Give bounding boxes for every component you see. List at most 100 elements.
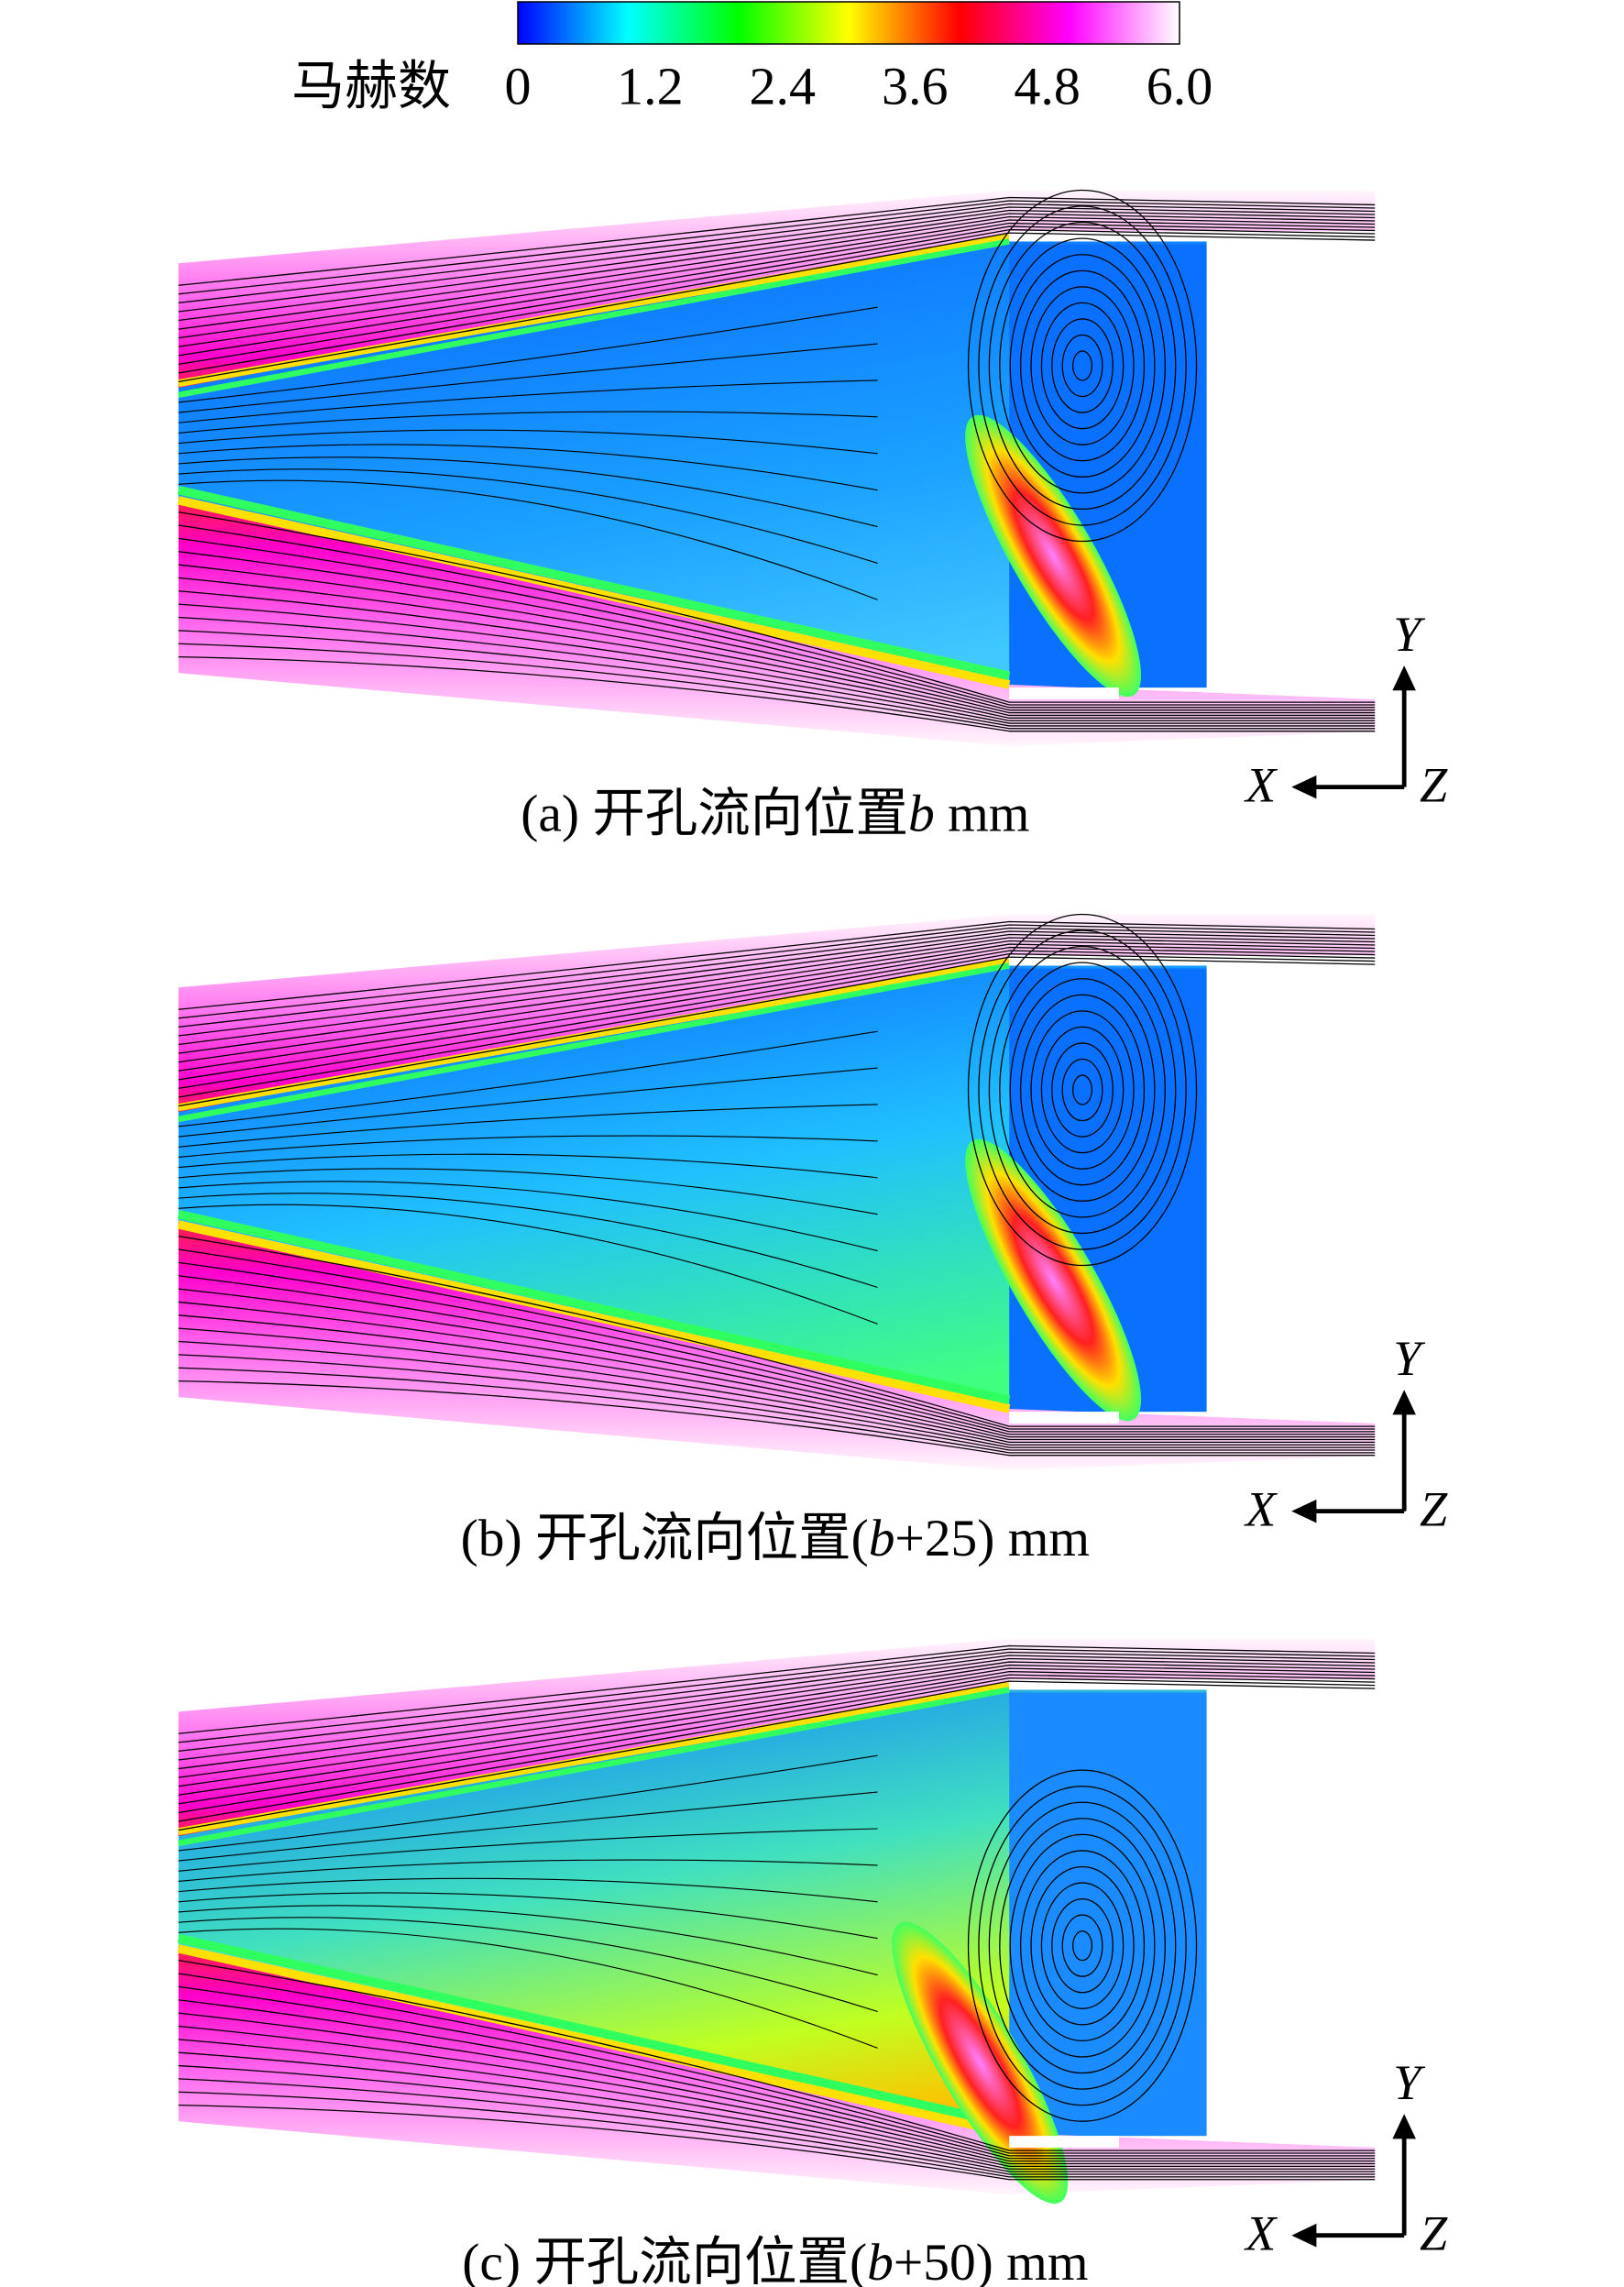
colorbar-tick-label: 1.2 [617, 56, 684, 115]
streamline [178, 1664, 1376, 1787]
shear-layer [178, 238, 1010, 399]
streamline [178, 1917, 878, 2013]
axis-label: Z [1420, 757, 1448, 812]
streamline [178, 1181, 878, 1252]
streamline [178, 1340, 1376, 1448]
streamline [178, 2025, 1376, 2165]
streamline [178, 1288, 1376, 1438]
streamline [178, 1204, 878, 1325]
axis-label: Z [1420, 1481, 1448, 1536]
streamline [178, 1235, 1376, 1427]
axis-arrowhead [1392, 2114, 1416, 2139]
streamline [178, 937, 1376, 1054]
lower-stream [178, 1221, 1376, 1470]
streamline [178, 940, 1376, 1063]
streamline [178, 1657, 1376, 1770]
jet [965, 414, 1142, 698]
streamline [178, 203, 1376, 304]
streamline [178, 603, 1376, 721]
streamline [178, 411, 878, 434]
streamline [178, 196, 1376, 286]
axis-arrowhead [1291, 775, 1317, 799]
streamline [178, 2039, 1376, 2167]
vortex-streamline [1019, 269, 1146, 462]
lower-stream [178, 497, 1376, 746]
vortex-streamline [1009, 1833, 1156, 2058]
streamline [178, 1655, 1376, 1761]
streamline [178, 468, 878, 564]
vortex-streamline [978, 929, 1187, 1250]
vortex-streamline [1030, 286, 1135, 445]
streamline [178, 920, 1376, 1010]
streamline [178, 1960, 1376, 2151]
upper-stream [178, 1638, 1376, 1836]
streamline [178, 444, 878, 491]
streamline [178, 1791, 878, 1862]
vortex-streamline [1009, 978, 1156, 1202]
streamline [178, 200, 1376, 295]
upper-stream [178, 914, 1376, 1112]
caption-part: (a) 开孔流向位置 [521, 786, 908, 843]
streamline [178, 1661, 1376, 1778]
colorbar-tick-label: 2.4 [750, 56, 817, 115]
wall-gap [1206, 241, 1376, 688]
axis-label: X [1244, 757, 1278, 812]
streamline [178, 1354, 1376, 1451]
caption-part: (c) 开孔流向位置( [462, 2234, 867, 2287]
vortex-streamline [1030, 1865, 1135, 2026]
wall-gap [1009, 1412, 1119, 1424]
vortex-streamline [988, 945, 1177, 1235]
wall-gap [1009, 687, 1119, 699]
streamline [178, 537, 1376, 709]
streamline [178, 306, 878, 403]
shear-layer [177, 496, 1011, 689]
streamline [178, 1301, 1376, 1441]
colorbar-tick-label: 3.6 [882, 56, 949, 115]
vortex-streamline [999, 237, 1166, 494]
streamline [178, 2078, 1376, 2175]
streamline [178, 2105, 1376, 2181]
streamline [178, 1928, 878, 2049]
streamline [178, 930, 1376, 1037]
streamline [178, 206, 1376, 313]
wall-gap [1009, 2136, 1119, 2148]
vortex-streamline [999, 962, 1166, 1218]
streamline [178, 924, 1376, 1019]
streamline [178, 943, 1376, 1072]
streamline [178, 1248, 1376, 1430]
streamline [178, 1674, 1376, 1814]
shear-layer [177, 1934, 1011, 2129]
streamline [178, 524, 1376, 706]
streamline [178, 1828, 878, 1872]
streamline [178, 1067, 878, 1138]
streamline [178, 1670, 1376, 1805]
streamline [178, 209, 1376, 322]
streamline [178, 1104, 878, 1148]
streamline [178, 655, 1376, 732]
streamline [178, 232, 1376, 383]
axis-arrowhead [1392, 1390, 1416, 1415]
shear-layer [178, 962, 1010, 1123]
streamline [178, 228, 1376, 374]
caption-part: b [908, 786, 935, 843]
panel-caption: (a) 开孔流向位置b mm [521, 786, 1029, 843]
streamline [178, 933, 1376, 1046]
flow-panel: Y X Z (c) 开孔流向位置(b+50) mm [177, 1638, 1448, 2287]
vortex-streamline [1051, 318, 1114, 413]
streamline [178, 1261, 1376, 1433]
subsonic-region [178, 241, 1207, 688]
streamline [178, 1135, 878, 1158]
streamline [178, 429, 878, 455]
vortex-streamline [1009, 254, 1156, 478]
vortex-streamline [1040, 302, 1125, 430]
streamline [178, 616, 1376, 724]
streamline [178, 1327, 1376, 1446]
streamline [178, 511, 1376, 703]
shear-layer [178, 1681, 1010, 1836]
streamline [178, 1380, 1376, 1457]
vortex-streamline [1019, 994, 1146, 1186]
streamline [178, 1973, 1376, 2154]
streamline [178, 577, 1376, 717]
streamline [178, 1275, 1376, 1435]
